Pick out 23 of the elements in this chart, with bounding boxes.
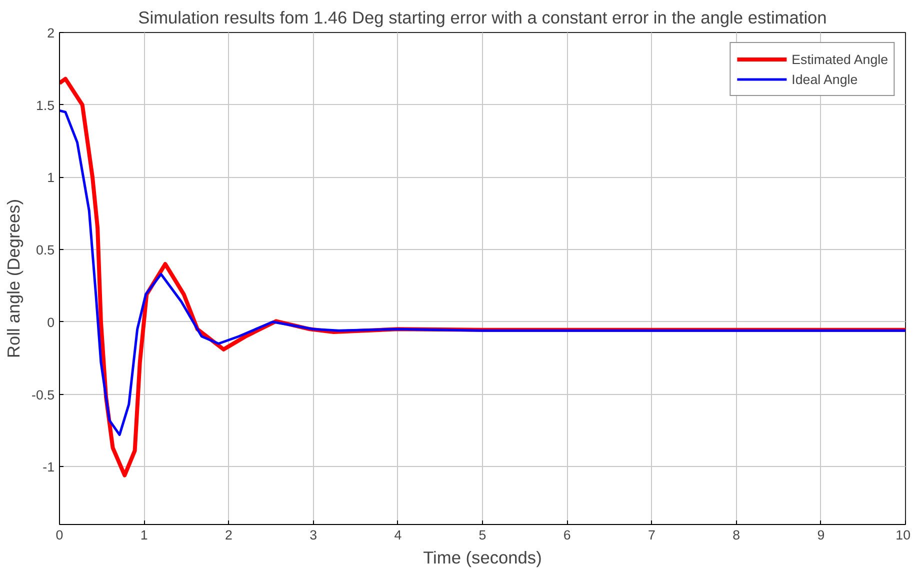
y-tick-label: 1 bbox=[47, 170, 55, 186]
y-tick-label: 2 bbox=[47, 26, 55, 40]
x-tick-label: 8 bbox=[732, 528, 740, 542]
x-tick-label: 4 bbox=[394, 528, 402, 542]
y-tick-label: -0.5 bbox=[32, 387, 54, 402]
x-tick-label: 1 bbox=[140, 528, 148, 542]
x-tick-label: 10 bbox=[896, 528, 911, 542]
y-tick-label: 1.5 bbox=[36, 98, 55, 113]
x-axis-title: Time (seconds) bbox=[423, 548, 542, 568]
y-axis-title: Roll angle (Degrees) bbox=[4, 199, 24, 358]
x-tick-label: 6 bbox=[563, 528, 571, 542]
x-tick-label: 3 bbox=[310, 528, 318, 542]
y-tick-label: 0.5 bbox=[36, 242, 55, 258]
x-tick-label: 5 bbox=[478, 528, 486, 542]
chart-title: Simulation results fom 1.46 Deg starting error with a constant error in the angle estimation bbox=[138, 8, 827, 28]
legend-label: Ideal Angle bbox=[792, 72, 858, 86]
x-tick-label: 2 bbox=[224, 528, 232, 542]
x-tick-label: 7 bbox=[648, 528, 656, 542]
line-series bbox=[60, 109, 906, 436]
y-tick-label: 0 bbox=[47, 314, 55, 330]
x-tick-label: 9 bbox=[817, 528, 825, 542]
y-tick-label: -1 bbox=[42, 460, 55, 475]
legend-label: Estimated Angle bbox=[792, 52, 888, 66]
